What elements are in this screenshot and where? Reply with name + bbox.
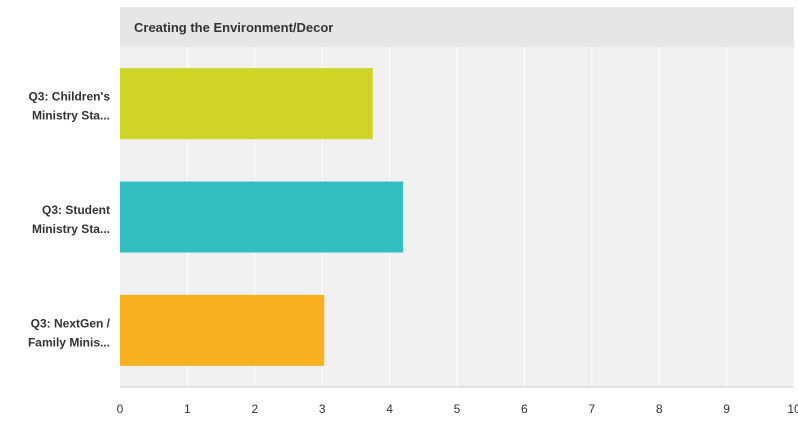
x-axis-tick-labels: 0 1 2 3 4 5 6 7 8 9 10 <box>117 402 798 416</box>
bar-2[interactable] <box>120 181 404 253</box>
x-tick-label-5: 5 <box>454 402 461 416</box>
category-label-2-line-2: Ministry Sta... <box>32 222 110 236</box>
x-tick-label-7: 7 <box>588 402 595 416</box>
category-label-2-line-1: Q3: Student <box>42 203 110 217</box>
x-tick-label-2: 2 <box>251 402 258 416</box>
bars <box>120 68 404 366</box>
category-label-3-line-2: Family Minis... <box>28 335 110 349</box>
x-tick-label-9: 9 <box>723 402 730 416</box>
x-tick-label-3: 3 <box>319 402 326 416</box>
x-tick-label-10: 10 <box>787 402 798 416</box>
x-tick-label-8: 8 <box>656 402 663 416</box>
bar-1[interactable] <box>120 68 373 140</box>
category-labels: Q3: Children's Ministry Sta... Q3: Student… <box>28 90 111 350</box>
x-tick-label-4: 4 <box>386 402 393 416</box>
plot-header <box>120 7 794 47</box>
x-tick-label-0: 0 <box>117 402 124 416</box>
bar-3[interactable] <box>120 294 325 366</box>
x-tick-label-6: 6 <box>521 402 528 416</box>
chart-title: Creating the Environment/Decor <box>134 20 333 35</box>
category-label-1-line-1: Q3: Children's <box>28 90 110 104</box>
category-label-3-line-1: Q3: NextGen / <box>31 316 111 330</box>
category-label-1-line-2: Ministry Sta... <box>32 109 110 123</box>
x-tick-label-1: 1 <box>184 402 191 416</box>
